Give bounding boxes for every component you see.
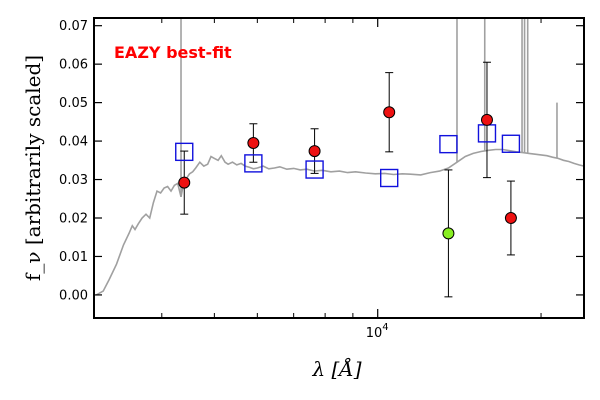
annotation-eazy-best-fit: EAZY best-fit <box>114 43 232 62</box>
observed-point <box>480 113 493 126</box>
observed-point <box>308 145 321 158</box>
emission-lines <box>180 18 558 197</box>
y-tick-labels: 0.00 0.01 0.02 0.03 0.04 0.05 0.06 0.07 <box>59 19 88 303</box>
observed-point <box>383 106 396 119</box>
observed-point <box>504 212 517 224</box>
y-tick-label: 0.02 <box>59 212 88 227</box>
template-spectrum <box>95 148 585 296</box>
y-tick-label: 0.05 <box>59 96 88 111</box>
model-square <box>175 142 194 162</box>
y-tick-label: 0.06 <box>59 58 88 73</box>
observed-photometry <box>178 106 517 240</box>
model-square <box>439 134 458 154</box>
error-bars <box>180 61 515 298</box>
y-tick-label: 0.00 <box>59 288 88 303</box>
template-curve <box>95 148 585 296</box>
axis-ticks <box>94 18 584 318</box>
y-tick-label: 0.07 <box>59 19 88 34</box>
y-tick-label: 0.04 <box>59 135 88 150</box>
observed-point <box>178 176 191 189</box>
y-tick-label: 0.03 <box>59 173 88 188</box>
model-square <box>380 168 399 188</box>
model-square <box>244 154 263 173</box>
model-square <box>305 160 324 179</box>
highlighted-point <box>442 227 455 240</box>
observed-point <box>247 137 260 149</box>
y-tick-label: 0.01 <box>59 250 88 265</box>
x-axis-label: λ [Å] <box>311 356 361 381</box>
plot-frame <box>93 17 585 319</box>
x-tick-label: 104 <box>366 322 389 341</box>
y-axis-label: f_ν [arbitrarily scaled] <box>21 55 45 281</box>
model-square <box>501 134 521 153</box>
